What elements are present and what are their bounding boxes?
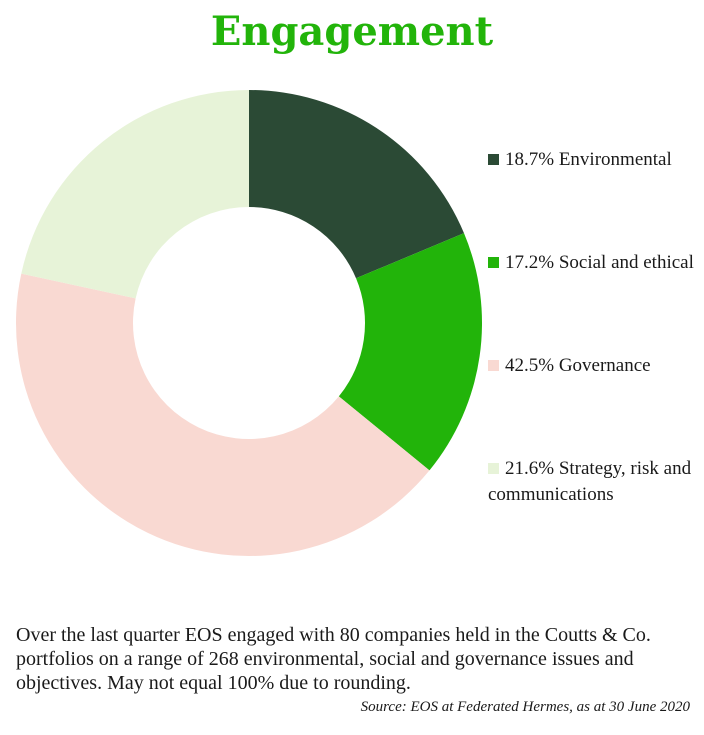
legend-item-environmental: 18.7% Environmental <box>488 147 700 173</box>
donut-slice-environmental <box>249 90 464 279</box>
donut-slice-strategy-risk-and-communications <box>21 90 250 299</box>
donut-slice-social-and-ethical <box>338 233 482 471</box>
legend-swatch-strategy <box>488 463 499 474</box>
donut-chart <box>16 90 482 556</box>
chart-source: Source: EOS at Federated Hermes, as at 3… <box>360 699 690 715</box>
chart-title: Engagement <box>210 8 494 55</box>
legend-item-social-ethical: 17.2% Social and ethical <box>488 250 700 276</box>
legend-swatch-social-ethical <box>488 257 499 268</box>
legend-item-governance: 42.5% Governance <box>488 353 700 379</box>
legend-swatch-governance <box>488 360 499 371</box>
legend-label-governance: 42.5% Governance <box>505 355 651 376</box>
legend-label-social-ethical: 17.2% Social and ethical <box>505 252 694 273</box>
donut-slice-governance <box>16 273 430 556</box>
legend-label-environmental: 18.7% Environmental <box>505 149 672 170</box>
legend-label-strategy: 21.6% Strategy, risk and communications <box>488 458 692 505</box>
chart-footnote: Over the last quarter EOS engaged with 8… <box>16 624 651 694</box>
legend-swatch-environmental <box>488 154 499 165</box>
legend-item-strategy: 21.6% Strategy, risk and communications <box>488 456 700 508</box>
